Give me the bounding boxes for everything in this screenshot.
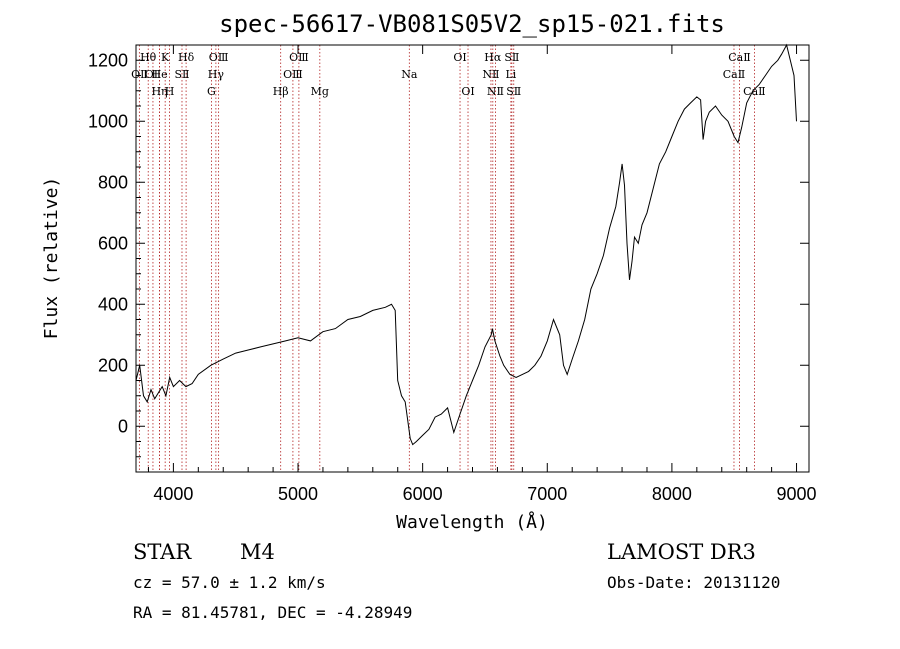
y-tick-label: 200 (98, 355, 128, 375)
object-class: STAR (133, 540, 192, 564)
survey-name: LAMOST DR3 (607, 540, 756, 564)
line-label: K (161, 51, 170, 64)
line-label: Na (401, 68, 418, 81)
plot-frame (135, 44, 810, 473)
line-label: He (152, 68, 168, 81)
line-label: Hθ (140, 51, 157, 64)
line-label: SⅡ (174, 68, 189, 81)
x-axis-ticks: 4000 5000 6000 7000 8000 9000 (147, 45, 817, 504)
y-tick-label: 800 (98, 172, 128, 192)
coordinates: RA = 81.45781, DEC = -4.28949 (133, 603, 413, 622)
line-label: CaⅡ (743, 85, 765, 98)
line-label: H (165, 85, 175, 98)
chart-title: spec-56617-VB081S05V2_sp15-021.fits (219, 10, 725, 38)
spectral-line-labels: OⅡHθOⅡHeKHηSⅡHHδGOⅢHγHβOⅢOⅢMgNaOⅠOⅠHαNⅡN… (131, 51, 766, 98)
x-axis-label: Wavelength (Å) (396, 511, 548, 533)
x-tick-label: 4000 (153, 484, 193, 504)
line-label: OⅠ (461, 85, 474, 98)
y-axis-label: Flux (relative) (41, 177, 62, 340)
line-label: OⅢ (289, 51, 309, 64)
line-label: Hγ (208, 68, 225, 81)
x-tick-label: 9000 (777, 484, 817, 504)
line-label: OⅢ (209, 51, 229, 64)
line-label: Hβ (273, 85, 289, 98)
line-label: Hδ (178, 51, 195, 64)
line-label: Mg (311, 85, 329, 98)
object-subclass: M4 (240, 540, 275, 564)
line-label: OⅡ (145, 68, 162, 81)
y-tick-label: 600 (98, 233, 128, 253)
spectrum-chart: spec-56617-VB081S05V2_sp15-021.fits OⅡ Hθ… (41, 10, 817, 533)
x-tick-label: 8000 (652, 484, 692, 504)
spectrum-series-line (135, 43, 797, 446)
observation-date: Obs-Date: 20131120 (607, 573, 781, 592)
line-label: NⅡ (482, 68, 499, 81)
line-label: G (207, 85, 216, 98)
y-tick-label: 1200 (88, 50, 128, 70)
line-label: SⅡ (506, 85, 521, 98)
x-tick-label: 6000 (403, 484, 443, 504)
line-label: OⅡ (131, 68, 148, 81)
line-label: Hη (151, 85, 167, 98)
line-label: OⅠ (453, 51, 466, 64)
y-axis-ticks: 0 200 400 600 800 1000 1200 (88, 50, 809, 458)
spectral-line-markers (138, 45, 755, 472)
y-tick-label: 400 (98, 294, 128, 314)
line-label: OⅢ (283, 68, 303, 81)
y-tick-label: 0 (118, 416, 128, 436)
y-tick-label: 1000 (88, 111, 128, 131)
line-label: CaⅡ (723, 68, 745, 81)
line-label: NⅡ (487, 85, 504, 98)
line-label: SⅡ (504, 51, 519, 64)
line-label: Hα (484, 51, 502, 64)
x-tick-label: 7000 (527, 484, 567, 504)
x-tick-label: 5000 (278, 484, 318, 504)
line-label: CaⅡ (728, 51, 750, 64)
redshift-velocity: cz = 57.0 ± 1.2 km/s (133, 573, 326, 592)
line-label: Li (505, 68, 516, 81)
